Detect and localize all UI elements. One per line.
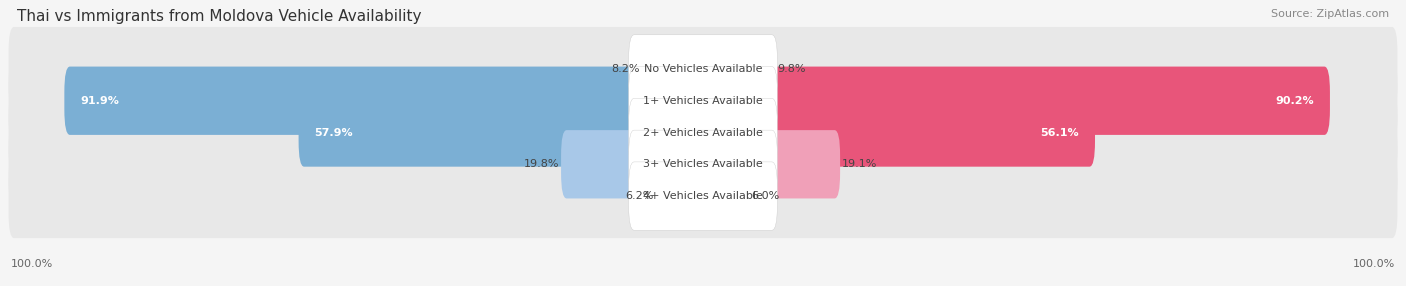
Text: 6.0%: 6.0% — [751, 191, 779, 201]
Text: 100.0%: 100.0% — [11, 259, 53, 269]
FancyBboxPatch shape — [628, 98, 778, 167]
Text: 8.2%: 8.2% — [612, 64, 640, 74]
FancyBboxPatch shape — [628, 67, 778, 135]
Text: 1+ Vehicles Available: 1+ Vehicles Available — [643, 96, 763, 106]
Text: 3+ Vehicles Available: 3+ Vehicles Available — [643, 159, 763, 169]
Text: 19.8%: 19.8% — [524, 159, 560, 169]
Text: 57.9%: 57.9% — [315, 128, 353, 138]
Text: 9.8%: 9.8% — [778, 64, 806, 74]
Text: Thai vs Immigrants from Moldova Vehicle Availability: Thai vs Immigrants from Moldova Vehicle … — [17, 9, 422, 23]
FancyBboxPatch shape — [298, 98, 640, 167]
FancyBboxPatch shape — [561, 130, 640, 198]
FancyBboxPatch shape — [65, 67, 640, 135]
FancyBboxPatch shape — [8, 90, 1398, 174]
Text: 4+ Vehicles Available: 4+ Vehicles Available — [643, 191, 763, 201]
Text: 19.1%: 19.1% — [841, 159, 877, 169]
Text: Source: ZipAtlas.com: Source: ZipAtlas.com — [1271, 9, 1389, 19]
Text: 100.0%: 100.0% — [1353, 259, 1395, 269]
Text: 6.2%: 6.2% — [626, 191, 654, 201]
FancyBboxPatch shape — [628, 162, 778, 230]
FancyBboxPatch shape — [8, 59, 1398, 143]
FancyBboxPatch shape — [766, 98, 1095, 167]
Text: 91.9%: 91.9% — [80, 96, 120, 106]
FancyBboxPatch shape — [628, 130, 778, 198]
FancyBboxPatch shape — [8, 122, 1398, 206]
FancyBboxPatch shape — [8, 27, 1398, 111]
Text: 90.2%: 90.2% — [1275, 96, 1315, 106]
FancyBboxPatch shape — [628, 35, 778, 103]
FancyBboxPatch shape — [8, 154, 1398, 238]
FancyBboxPatch shape — [766, 130, 841, 198]
Text: No Vehicles Available: No Vehicles Available — [644, 64, 762, 74]
Text: 56.1%: 56.1% — [1040, 128, 1080, 138]
FancyBboxPatch shape — [766, 67, 1330, 135]
Text: 2+ Vehicles Available: 2+ Vehicles Available — [643, 128, 763, 138]
